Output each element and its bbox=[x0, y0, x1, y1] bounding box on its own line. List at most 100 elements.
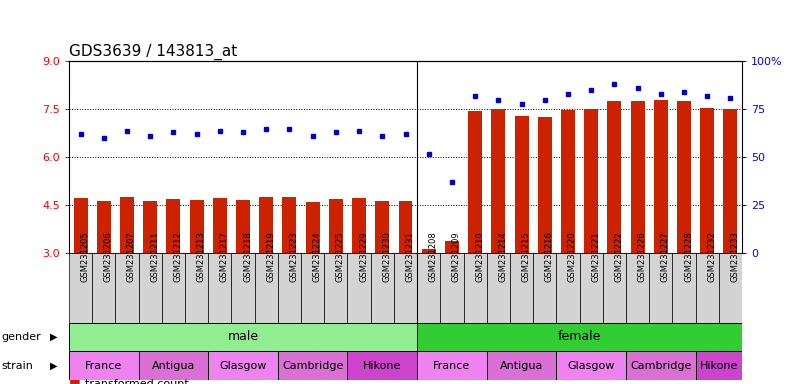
Text: GSM231232: GSM231232 bbox=[707, 232, 716, 282]
Bar bbox=[719, 253, 742, 323]
Bar bbox=[352, 199, 366, 253]
Bar bbox=[654, 100, 667, 253]
Bar bbox=[626, 351, 696, 380]
Bar bbox=[561, 111, 575, 253]
Bar bbox=[556, 351, 626, 380]
Bar bbox=[626, 253, 650, 323]
Text: female: female bbox=[558, 331, 601, 343]
Text: GSM231219: GSM231219 bbox=[266, 232, 275, 282]
Text: gender: gender bbox=[2, 332, 41, 342]
Text: France: France bbox=[433, 361, 470, 371]
Text: Glasgow: Glasgow bbox=[568, 361, 615, 371]
Text: France: France bbox=[85, 361, 122, 371]
Bar bbox=[115, 253, 139, 323]
Text: GSM231215: GSM231215 bbox=[521, 232, 530, 282]
Bar bbox=[301, 253, 324, 323]
Bar bbox=[650, 253, 672, 323]
Text: ■: ■ bbox=[69, 377, 80, 384]
Text: Hikone: Hikone bbox=[700, 361, 738, 371]
Text: GSM231220: GSM231220 bbox=[568, 232, 577, 282]
Text: Cambridge: Cambridge bbox=[630, 361, 692, 371]
Text: GSM231221: GSM231221 bbox=[591, 232, 600, 282]
Bar bbox=[278, 351, 347, 380]
Bar bbox=[603, 253, 626, 323]
Bar bbox=[278, 253, 301, 323]
Text: Hikone: Hikone bbox=[363, 361, 401, 371]
Bar bbox=[161, 253, 185, 323]
Bar bbox=[584, 109, 599, 253]
Bar bbox=[92, 253, 115, 323]
Text: GSM231223: GSM231223 bbox=[290, 232, 298, 282]
Bar bbox=[672, 253, 696, 323]
Bar bbox=[422, 249, 436, 253]
Bar bbox=[487, 253, 510, 323]
Bar bbox=[417, 253, 440, 323]
Bar bbox=[538, 118, 551, 253]
Bar bbox=[700, 108, 714, 253]
Bar bbox=[185, 253, 208, 323]
Text: ▶: ▶ bbox=[50, 332, 58, 342]
Text: GSM231212: GSM231212 bbox=[174, 232, 182, 282]
Text: Glasgow: Glasgow bbox=[219, 361, 267, 371]
Bar bbox=[74, 199, 88, 253]
Text: GSM231208: GSM231208 bbox=[429, 232, 438, 282]
Text: GSM231211: GSM231211 bbox=[150, 232, 159, 282]
Bar bbox=[417, 351, 487, 380]
Bar bbox=[510, 253, 533, 323]
Bar bbox=[120, 197, 134, 253]
Bar bbox=[464, 253, 487, 323]
Bar bbox=[398, 200, 413, 253]
Bar bbox=[696, 253, 719, 323]
Bar bbox=[631, 101, 645, 253]
Bar bbox=[190, 200, 204, 253]
Bar bbox=[375, 201, 389, 253]
Bar bbox=[371, 253, 394, 323]
Bar bbox=[580, 253, 603, 323]
Bar bbox=[231, 253, 255, 323]
Text: GSM231230: GSM231230 bbox=[382, 232, 391, 282]
Text: GSM231216: GSM231216 bbox=[545, 232, 554, 282]
Bar bbox=[208, 253, 231, 323]
Bar bbox=[69, 253, 92, 323]
Text: GSM231231: GSM231231 bbox=[406, 232, 414, 282]
Bar bbox=[255, 253, 278, 323]
Bar bbox=[445, 241, 459, 253]
Bar bbox=[394, 253, 417, 323]
Bar bbox=[487, 351, 556, 380]
Text: GSM231206: GSM231206 bbox=[104, 232, 113, 282]
Bar bbox=[282, 197, 296, 253]
Bar bbox=[236, 200, 250, 253]
Bar bbox=[440, 253, 464, 323]
Bar bbox=[166, 199, 180, 253]
Bar bbox=[417, 323, 742, 351]
Bar bbox=[696, 351, 742, 380]
Text: Cambridge: Cambridge bbox=[282, 361, 343, 371]
Bar bbox=[347, 253, 371, 323]
Bar bbox=[144, 200, 157, 253]
Bar bbox=[208, 351, 278, 380]
Bar bbox=[324, 253, 347, 323]
Text: strain: strain bbox=[2, 361, 33, 371]
Bar bbox=[139, 351, 208, 380]
Text: GSM231209: GSM231209 bbox=[452, 232, 461, 282]
Bar bbox=[329, 199, 343, 253]
Bar bbox=[212, 199, 227, 253]
Bar bbox=[69, 351, 139, 380]
Text: GSM231214: GSM231214 bbox=[498, 232, 508, 282]
Bar bbox=[607, 101, 621, 253]
Text: GSM231217: GSM231217 bbox=[220, 232, 229, 282]
Bar bbox=[347, 351, 417, 380]
Text: GSM231229: GSM231229 bbox=[359, 232, 368, 282]
Bar bbox=[723, 109, 737, 253]
Text: transformed count: transformed count bbox=[85, 379, 189, 384]
Text: GSM231218: GSM231218 bbox=[243, 232, 252, 282]
Bar bbox=[306, 202, 320, 253]
Bar bbox=[491, 109, 505, 253]
Bar bbox=[677, 101, 691, 253]
Bar bbox=[260, 197, 273, 253]
Bar bbox=[468, 111, 482, 253]
Bar bbox=[533, 253, 556, 323]
Text: GDS3639 / 143813_at: GDS3639 / 143813_at bbox=[69, 44, 237, 60]
Bar bbox=[556, 253, 580, 323]
Text: GSM231233: GSM231233 bbox=[731, 232, 740, 282]
